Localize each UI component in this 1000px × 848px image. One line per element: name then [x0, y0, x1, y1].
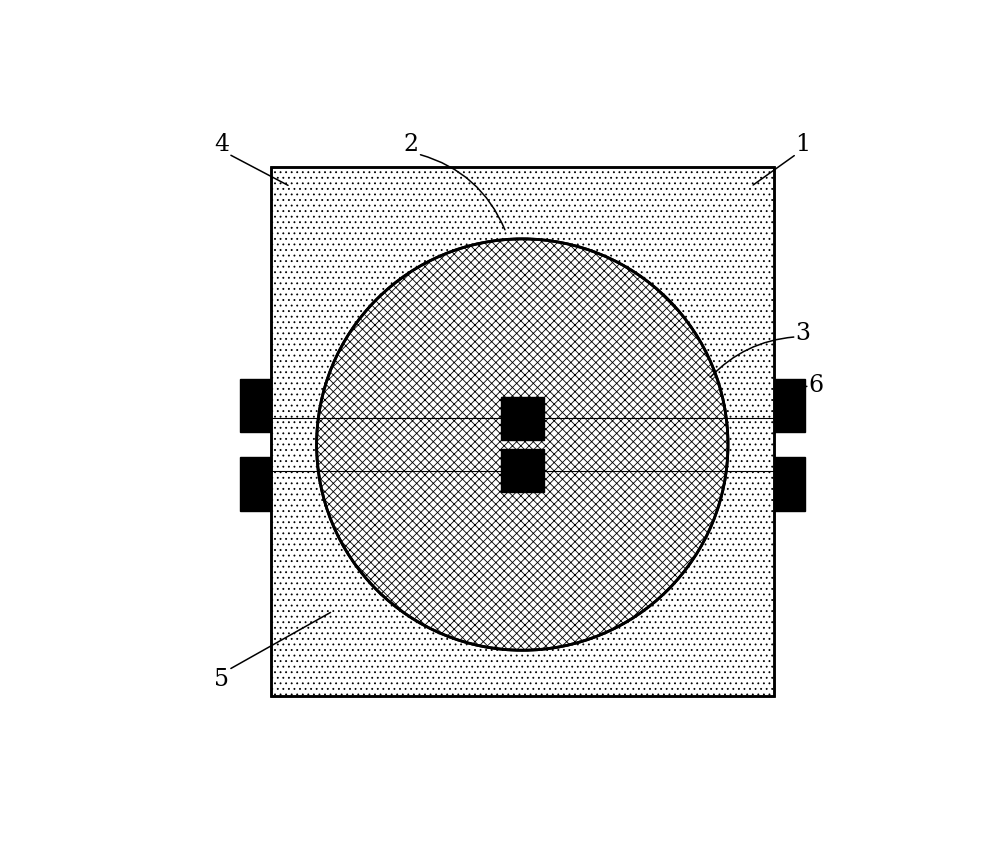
Bar	[774, 378, 805, 432]
Circle shape	[317, 239, 728, 650]
Text: 1: 1	[796, 132, 811, 156]
Bar	[240, 378, 271, 432]
Bar	[501, 397, 544, 439]
Text: 3: 3	[796, 322, 811, 345]
Text: 5: 5	[214, 668, 229, 691]
Text: 4: 4	[214, 132, 229, 156]
Bar	[271, 167, 774, 696]
Text: 6: 6	[809, 374, 824, 398]
Bar	[271, 167, 774, 696]
Bar	[501, 449, 544, 492]
Bar	[774, 457, 805, 510]
Bar	[240, 457, 271, 510]
Text: 2: 2	[404, 132, 419, 156]
